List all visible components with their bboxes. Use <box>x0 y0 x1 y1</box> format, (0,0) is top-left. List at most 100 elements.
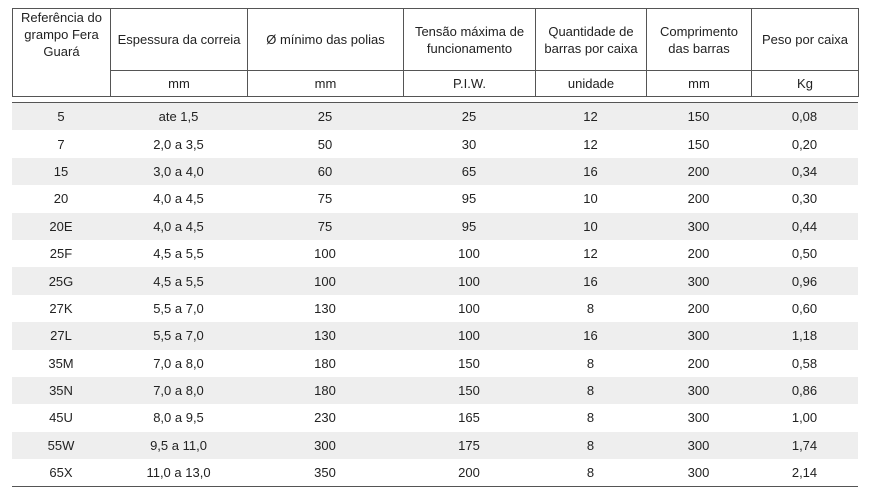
table-cell: 10 <box>535 212 646 240</box>
unit-cell: mm <box>646 70 752 97</box>
column-header: Quantidade de barras por caixa <box>535 8 647 71</box>
table-cell: 180 <box>247 376 403 405</box>
table-cell: 95 <box>403 212 535 240</box>
unit-cell: Kg <box>751 70 859 97</box>
table-cell: 300 <box>646 322 751 350</box>
table-cell: 230 <box>314 410 336 426</box>
column-header: Tensão máxima de funcionamento <box>403 8 536 71</box>
table-cell: 4,0 a 4,5 <box>110 212 247 240</box>
table-cell: 300 <box>646 267 751 295</box>
table-cell: 0,44 <box>751 212 858 240</box>
unit-cell: P.I.W. <box>403 70 536 97</box>
table-cell: 300 <box>646 212 751 240</box>
table-cell: 4,0 a 4,5 <box>153 191 204 207</box>
table-cell: 4,5 a 5,5 <box>110 267 247 295</box>
table-cell: 2,14 <box>791 465 818 481</box>
table-cell: 95 <box>461 191 477 207</box>
table-cell: 1,18 <box>751 322 858 350</box>
table-cell: 35N <box>12 376 110 405</box>
table-cell: 10 <box>583 191 598 207</box>
table-cell: 130 <box>247 322 403 350</box>
table-cell: 35M <box>48 355 74 371</box>
column-header: Peso por caixa <box>751 8 859 71</box>
data-table: 5 ate 1,5 25 25 12 150 0,08 7 2,0 a 3,5 50 30 12 150… <box>12 102 858 488</box>
table-cell: 8 <box>586 410 595 426</box>
table-cell: 200 <box>458 465 480 481</box>
table-cell: 8 <box>586 300 595 316</box>
table-row: 20E 4,0 a 4,5 75 95 10 300 0,44 <box>12 212 858 240</box>
table-cell: ate 1,5 <box>110 102 247 131</box>
table-cell: 8 <box>586 465 595 481</box>
table-cell: 0,60 <box>791 300 818 316</box>
table-cell: 25 <box>247 102 403 131</box>
table-cell: 350 <box>314 465 336 481</box>
table-cell: 60 <box>247 157 403 186</box>
table-cell: 8 <box>535 431 646 460</box>
table-cell: 200 <box>646 157 751 186</box>
table-cell: 0,20 <box>791 136 818 152</box>
table-cell: 16 <box>535 157 646 186</box>
table-cell: 4,5 a 5,5 <box>153 246 204 262</box>
column-header: Espessura da correia <box>110 8 248 71</box>
table-cell: 175 <box>403 431 535 460</box>
table-cell: 75 <box>317 191 333 207</box>
table-cell: 5 <box>12 102 110 131</box>
table-row: 20 4,0 a 4,5 75 95 10 200 0,30 <box>12 185 858 212</box>
table-cell: 200 <box>687 300 710 316</box>
table-cell: 8 <box>535 376 646 405</box>
table-cell: 20E <box>12 212 110 240</box>
table-cell: 100 <box>458 300 480 316</box>
table-cell: 0,58 <box>791 355 818 371</box>
table-cell: 7,0 a 8,0 <box>110 376 247 405</box>
column-header: Comprimento das barras <box>646 8 752 71</box>
table-cell: 300 <box>646 431 751 460</box>
table-cell: 150 <box>403 376 535 405</box>
table-row: 5 ate 1,5 25 25 12 150 0,08 <box>12 102 858 131</box>
table-row: 7 2,0 a 3,5 50 30 12 150 0,20 <box>12 130 858 157</box>
table-cell: 2,0 a 3,5 <box>153 136 204 152</box>
table-cell: 45U <box>49 410 73 426</box>
table-cell: 30 <box>461 136 477 152</box>
table-cell: 5,5 a 7,0 <box>153 300 204 316</box>
table-cell: 12 <box>583 246 598 262</box>
table-row: 55W 9,5 a 11,0 300 175 8 300 1,74 <box>12 431 858 460</box>
unit-cell: unidade <box>535 70 647 97</box>
column-header: Referência do grampo Fera Guará <box>12 8 111 97</box>
table-cell: 0,34 <box>751 157 858 186</box>
table-row: 65X 11,0 a 13,0 350 200 8 300 2,14 <box>12 459 858 487</box>
table-cell: 75 <box>247 212 403 240</box>
table-cell: 16 <box>535 267 646 295</box>
table-cell: 100 <box>458 246 480 262</box>
table-cell: 0,50 <box>791 246 818 262</box>
table-cell: 65 <box>403 157 535 186</box>
table-cell: 27K <box>49 300 73 316</box>
table-cell: 150 <box>458 355 480 371</box>
table-cell: 12 <box>583 136 598 152</box>
table-cell: 25 <box>403 102 535 131</box>
table-cell: 300 <box>646 376 751 405</box>
table-cell: 11,0 a 13,0 <box>146 465 211 481</box>
table-cell: 300 <box>687 410 710 426</box>
table-cell: 200 <box>687 246 710 262</box>
table-cell: 7,0 a 8,0 <box>153 355 204 371</box>
table-row: 35M 7,0 a 8,0 180 150 8 200 0,58 <box>12 350 858 377</box>
table-cell: 180 <box>314 355 336 371</box>
unit-cell: mm <box>247 70 404 97</box>
table-cell: 300 <box>247 431 403 460</box>
table-cell: 0,96 <box>751 267 858 295</box>
table-cell: 8,0 a 9,5 <box>153 410 204 426</box>
table-cell: 100 <box>247 267 403 295</box>
table-cell: 8 <box>586 355 595 371</box>
table-cell: 165 <box>458 410 480 426</box>
table-cell: 12 <box>535 102 646 131</box>
table-cell: 25G <box>12 267 110 295</box>
table-row: 15 3,0 a 4,0 60 65 16 200 0,34 <box>12 157 858 186</box>
table-cell: 27L <box>12 322 110 350</box>
table-cell: 50 <box>317 136 333 152</box>
unit-cell: mm <box>110 70 248 97</box>
table-row: 27L 5,5 a 7,0 130 100 16 300 1,18 <box>12 322 858 350</box>
table-cell: 130 <box>314 300 336 316</box>
table-cell: 3,0 a 4,0 <box>110 157 247 186</box>
table-cell: 16 <box>535 322 646 350</box>
